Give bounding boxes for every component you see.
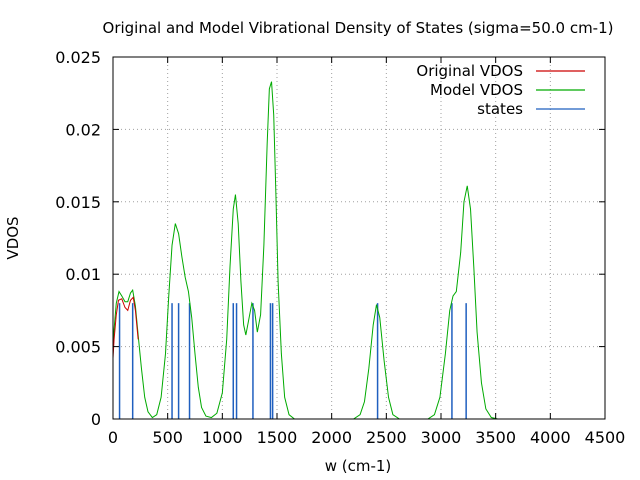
original-vdos-line — [112, 296, 139, 359]
x-tick-label: 3500 — [475, 428, 516, 447]
x-tick-label: 3000 — [421, 428, 462, 447]
plot-series — [112, 81, 498, 420]
plot-frame — [112, 56, 606, 420]
y-axis-label: VDOS — [4, 216, 22, 259]
x-tick-label: 2500 — [366, 428, 407, 447]
x-tick-label: 1500 — [257, 428, 298, 447]
ticks: 0 500 1000 1500 2000 2500 3000 3500 4000 4500 0 0.0… — [55, 48, 625, 447]
legend-model-vdos-label: Model VDOS — [430, 81, 523, 99]
y-tick-label: 0 — [91, 410, 101, 429]
chart-title: Original and Model Vibrational Density o… — [103, 19, 614, 37]
y-tick-label: 0.015 — [55, 193, 101, 212]
x-tick-label: 1000 — [202, 428, 243, 447]
x-tick-label: 4000 — [530, 428, 571, 447]
x-tick-label: 0 — [108, 428, 118, 447]
x-tick-label: 500 — [152, 428, 183, 447]
model-vdos-line — [112, 81, 498, 420]
grid — [113, 57, 605, 419]
legend-states-label: states — [477, 100, 523, 118]
y-tick-label: 0.02 — [65, 120, 101, 139]
y-tick-label: 0.01 — [65, 265, 101, 284]
legend-original-vdos-label: Original VDOS — [416, 62, 523, 80]
x-tick-label: 4500 — [585, 428, 626, 447]
x-tick-label: 2000 — [311, 428, 352, 447]
y-tick-label: 0.025 — [55, 48, 101, 67]
x-axis-label: w (cm-1) — [325, 457, 392, 475]
y-tick-label: 0.005 — [55, 338, 101, 357]
